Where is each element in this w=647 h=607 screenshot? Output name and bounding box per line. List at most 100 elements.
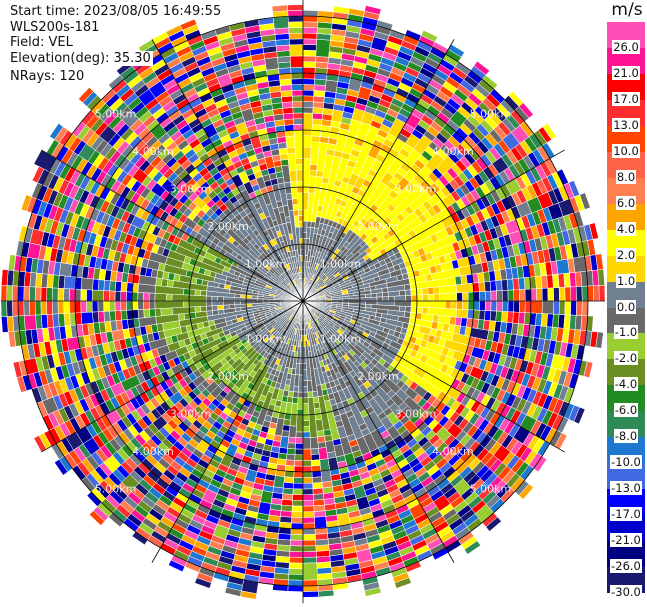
range-gate — [291, 84, 304, 91]
range-gate — [296, 186, 304, 194]
range-gate — [595, 331, 604, 349]
range-gate — [51, 287, 59, 302]
range-gate — [421, 307, 429, 315]
range-ring-label: 2.00km — [207, 220, 249, 233]
range-gate — [302, 61, 316, 68]
range-gate — [542, 123, 557, 140]
range-gate — [501, 311, 509, 323]
range-gate — [17, 300, 25, 317]
range-gate — [200, 305, 207, 313]
range-gate — [302, 27, 318, 34]
range-gate — [154, 300, 184, 310]
range-gate — [57, 287, 65, 302]
range-gate — [114, 310, 122, 321]
range-gate — [29, 286, 36, 302]
range-gate — [288, 32, 304, 40]
range-gate — [308, 186, 316, 194]
range-gate — [137, 309, 145, 319]
range-gate — [292, 494, 304, 501]
range-gate — [299, 238, 304, 245]
range-gate — [427, 293, 435, 302]
range-ring-label: 1.00km — [245, 332, 287, 345]
range-gate — [324, 79, 339, 93]
range-gate — [553, 287, 560, 302]
range-gate — [272, 16, 289, 30]
range-gate — [290, 534, 304, 541]
range-gate — [297, 192, 304, 211]
range-gate — [86, 300, 93, 313]
range-gate — [91, 300, 99, 313]
range-gate — [296, 408, 304, 416]
range-gate — [40, 287, 48, 302]
range-gate — [291, 397, 299, 404]
range-gate — [222, 300, 235, 306]
range-gate — [484, 300, 492, 312]
range-gate — [575, 300, 583, 316]
range-gate — [57, 300, 65, 315]
range-gate — [302, 465, 313, 473]
range-gate — [302, 556, 317, 564]
range-gate — [148, 292, 156, 302]
colorbar-tick-label: 6.0 — [615, 195, 637, 210]
range-gate — [290, 72, 304, 80]
range-gate — [205, 300, 213, 307]
range-ring-label: 1.00km — [245, 258, 287, 271]
range-gate — [120, 309, 128, 321]
range-gate — [484, 281, 492, 292]
range-gate — [302, 397, 309, 404]
colorbar-tick-label: -26.0 — [610, 559, 642, 574]
range-gate — [530, 300, 543, 314]
range-gate — [287, 579, 304, 587]
range-gate — [114, 281, 122, 292]
range-gate — [312, 396, 320, 404]
range-gate — [23, 300, 31, 316]
range-gate — [365, 293, 372, 298]
range-gate — [381, 287, 389, 293]
range-ring-label: 5.00km — [95, 482, 137, 495]
range-gate — [587, 285, 594, 302]
range-gate — [205, 305, 213, 312]
range-gate — [541, 300, 555, 315]
range-gate — [294, 443, 304, 450]
range-gate — [97, 279, 105, 291]
range-gate — [311, 459, 321, 467]
range-gate — [297, 209, 304, 216]
range-gate — [359, 294, 366, 299]
range-gate — [393, 295, 406, 302]
range-gate — [293, 215, 300, 228]
colorbar-tick-label: -13.0 — [610, 481, 642, 496]
range-gate — [46, 287, 53, 302]
range-gate — [80, 300, 87, 313]
range-gate — [228, 304, 236, 310]
range-gate — [302, 89, 315, 97]
range-gate — [293, 118, 304, 125]
range-gate — [51, 300, 59, 315]
range-ring-label: 3.00km — [170, 407, 212, 420]
range-gate — [302, 146, 312, 159]
range-gate — [0, 300, 8, 318]
range-gate — [223, 304, 230, 310]
range-gate — [302, 488, 314, 496]
range-gate — [370, 292, 378, 298]
range-gate — [293, 385, 299, 393]
range-gate — [149, 308, 156, 318]
range-gate — [309, 436, 319, 450]
range-gate — [364, 5, 382, 15]
range-gate — [310, 453, 320, 461]
range-gate — [445, 300, 452, 310]
range-gate — [287, 4, 304, 11]
range-gate — [312, 107, 324, 115]
range-gate — [63, 288, 70, 302]
range-gate — [291, 517, 304, 524]
colorbar-tick-label: -21.0 — [610, 533, 642, 548]
range-gate — [455, 308, 469, 319]
range-gate — [120, 281, 128, 293]
range-gate — [294, 454, 304, 461]
range-gate — [200, 289, 207, 297]
range-gate — [69, 288, 76, 302]
range-gate — [302, 101, 314, 108]
range-gate — [302, 534, 316, 541]
range-gate — [211, 300, 224, 307]
range-gate — [294, 448, 304, 456]
colorbar-tick-label: -2.0 — [613, 351, 639, 366]
